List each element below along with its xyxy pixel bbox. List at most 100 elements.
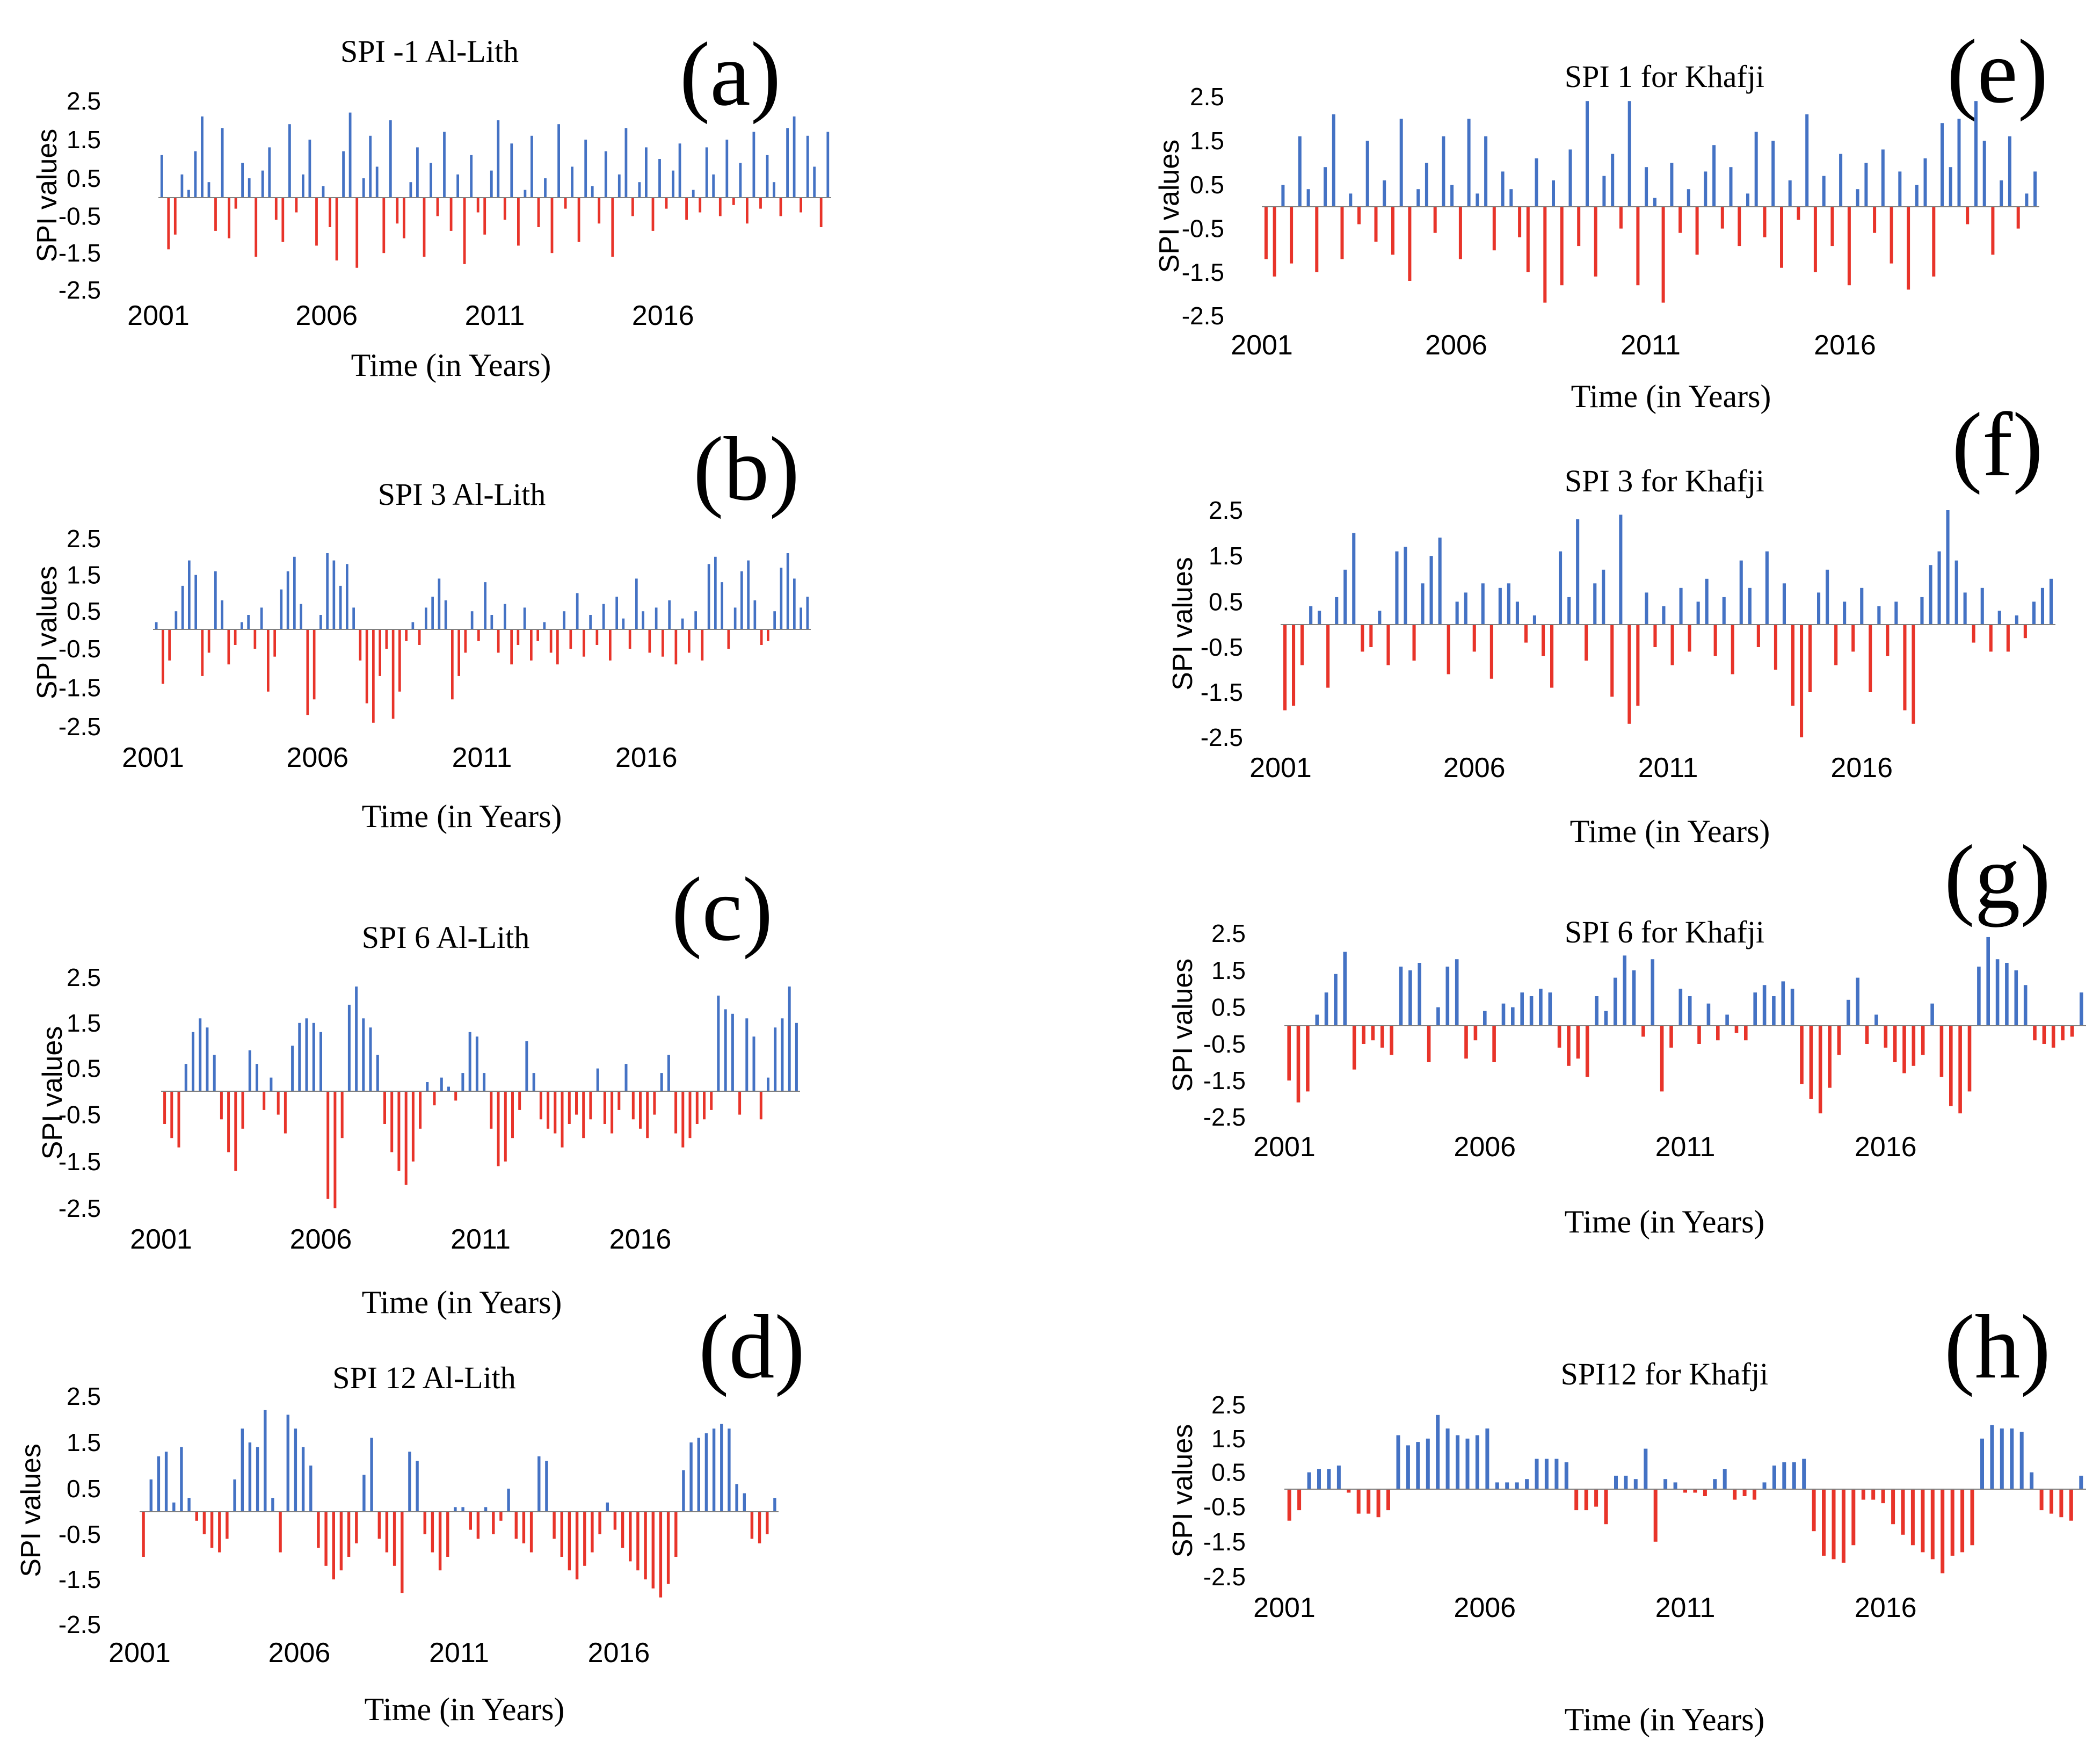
bar [1902, 1026, 1906, 1074]
bar [611, 198, 614, 257]
bar [1772, 1466, 1776, 1489]
bar [2039, 1489, 2044, 1511]
bar [1822, 176, 1826, 207]
bar [1594, 207, 1597, 277]
bar [1946, 510, 1950, 625]
x-tick-label: 2016 [632, 300, 694, 331]
y-axis-label: SPI values [1167, 959, 1198, 1092]
bar [288, 124, 291, 198]
bar [1324, 167, 1327, 207]
bar [490, 170, 493, 198]
bar [1822, 1489, 1826, 1556]
bar [1957, 119, 1961, 207]
bar [611, 1091, 614, 1134]
bar [518, 1091, 521, 1110]
bar [1864, 163, 1868, 207]
bar [603, 1091, 606, 1124]
bar [431, 1512, 434, 1553]
bar [1920, 597, 1924, 625]
bar [1687, 189, 1690, 207]
bar [1930, 1003, 1934, 1026]
bar [247, 615, 250, 629]
x-tick-label: 2006 [290, 1224, 352, 1255]
bar [740, 571, 743, 629]
bar [1830, 207, 1834, 246]
x-tick-label: 2011 [1621, 330, 1681, 361]
bar [1744, 1026, 1748, 1041]
y-tick-label: -2.5 [59, 1194, 101, 1222]
bar [646, 1091, 649, 1138]
bar [1856, 189, 1859, 207]
bar [606, 1502, 609, 1512]
x-axis-label: Time (in Years) [362, 1285, 562, 1320]
bar [2005, 963, 2009, 1026]
bar [703, 1091, 706, 1120]
x-tick-label: 2011 [1655, 1592, 1716, 1623]
bar [1805, 114, 1809, 207]
bar [1362, 1026, 1365, 1044]
bar [561, 1091, 564, 1148]
y-axis-label: SPI values [1167, 1424, 1198, 1558]
bar [461, 1073, 464, 1091]
bar [484, 1507, 488, 1512]
bar [469, 1512, 472, 1530]
panel-letter: (c) [672, 859, 773, 960]
panel-letter: (a) [680, 24, 781, 125]
y-tick-label: 1.5 [1211, 956, 1246, 984]
bar [347, 1512, 351, 1557]
bar [1602, 176, 1606, 207]
bar [674, 1512, 678, 1557]
bar [1507, 583, 1510, 625]
x-tick-label: 2001 [1253, 1132, 1316, 1163]
y-tick-label: 1.5 [67, 1428, 101, 1456]
bar [1930, 1489, 1935, 1560]
bar [806, 597, 809, 629]
bar [401, 1512, 404, 1593]
bar [1399, 966, 1403, 1026]
bar [1851, 1489, 1856, 1546]
bar [333, 1091, 337, 1208]
bar [773, 182, 775, 198]
bar [1475, 1435, 1479, 1489]
x-tick-label: 2006 [1443, 752, 1506, 784]
bar [615, 597, 618, 629]
bar [1619, 207, 1623, 229]
bar [1610, 625, 1614, 697]
bar [397, 1091, 401, 1171]
x-axis-label: Time (in Years) [1571, 379, 1771, 414]
bar [681, 618, 684, 629]
bar [1427, 1026, 1431, 1062]
bar [577, 198, 580, 242]
bar [753, 600, 757, 629]
y-tick-label: 0.5 [67, 164, 101, 192]
y-tick-label: -0.5 [59, 635, 101, 663]
bar [411, 1091, 415, 1162]
bar [1327, 1469, 1331, 1489]
bar [227, 1091, 230, 1152]
bar [674, 1091, 678, 1134]
bar [685, 198, 688, 220]
bar [682, 1470, 685, 1512]
bar [1941, 123, 1944, 207]
chart-title: SPI 1 for Khafji [1565, 59, 1764, 94]
bar [1753, 1489, 1756, 1500]
bar [712, 174, 715, 198]
bar [1335, 597, 1339, 625]
bar [234, 629, 237, 645]
x-tick-label: 2016 [1855, 1592, 1917, 1623]
bar [604, 151, 607, 198]
bar [497, 1091, 500, 1166]
bar [1746, 193, 1749, 207]
bar [443, 132, 446, 198]
bar [583, 1512, 586, 1566]
bar [1874, 1014, 1878, 1026]
bar [1548, 992, 1552, 1026]
bar [1966, 207, 1970, 224]
bar [2070, 1026, 2074, 1037]
bar [1865, 1026, 1869, 1044]
bar [268, 147, 271, 198]
bar [484, 582, 486, 629]
bar [688, 1091, 692, 1138]
bar [389, 120, 392, 198]
bar [228, 198, 230, 238]
